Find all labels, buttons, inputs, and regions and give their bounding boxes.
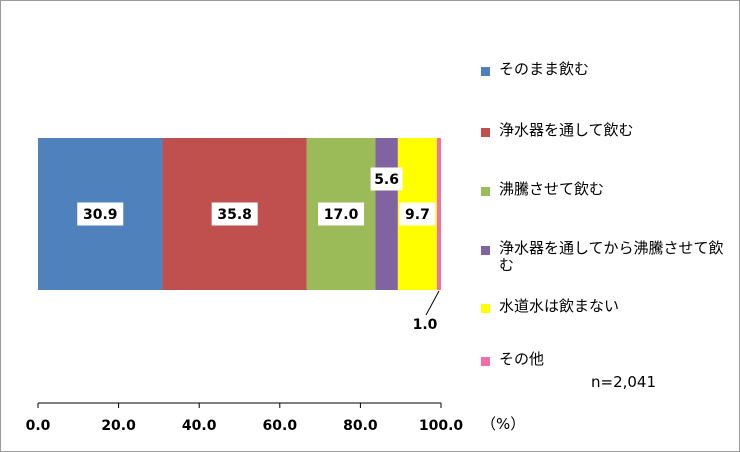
legend-swatch-6 bbox=[481, 357, 490, 366]
data-label-4-box bbox=[370, 167, 403, 191]
legend-swatch-3 bbox=[481, 187, 490, 196]
legend-swatch-4 bbox=[481, 246, 490, 255]
data-label-5-box bbox=[399, 202, 436, 226]
legend-swatch-2 bbox=[481, 128, 490, 137]
leader-line-6 bbox=[425, 290, 440, 316]
x-tick-label-3: 60.0 bbox=[263, 418, 298, 434]
data-label-3-box bbox=[318, 202, 365, 226]
data-label-3: 17.0 bbox=[324, 207, 359, 223]
x-tick-label-1: 20.0 bbox=[101, 418, 136, 434]
data-label-2-box bbox=[211, 202, 258, 226]
legend-label-4: 浄水器を通してから沸騰させて飲む bbox=[499, 239, 724, 274]
x-tick-label-2: 40.0 bbox=[182, 418, 217, 434]
x-tick-label-4: 80.0 bbox=[343, 418, 378, 434]
data-label-5: 9.7 bbox=[405, 207, 430, 223]
data-label-6: 1.0 bbox=[413, 317, 438, 333]
legend-label-1: そのまま飲む bbox=[499, 60, 590, 78]
sample-size-note: n=2,041 bbox=[591, 373, 657, 391]
legend-label-2: 浄水器を通して飲む bbox=[499, 121, 634, 139]
legend-label-3: 沸騰させて飲む bbox=[499, 180, 605, 198]
data-label-1-box bbox=[77, 202, 124, 226]
x-tick-label-5: 100.0 bbox=[419, 418, 464, 434]
legend-label-6: その他 bbox=[499, 350, 545, 368]
data-label-2: 35.8 bbox=[217, 207, 252, 223]
legend-swatch-1 bbox=[481, 67, 490, 76]
legend-label-5: 水道水は飲まない bbox=[499, 297, 620, 315]
unit-label: （%） bbox=[481, 415, 526, 433]
data-label-1: 30.9 bbox=[83, 207, 118, 223]
legend-swatch-5 bbox=[481, 304, 490, 313]
data-label-4: 5.6 bbox=[374, 172, 399, 188]
bar-segment-4 bbox=[375, 138, 398, 290]
x-tick-label-0: 0.0 bbox=[26, 418, 51, 434]
bar-segment-6 bbox=[436, 138, 441, 290]
